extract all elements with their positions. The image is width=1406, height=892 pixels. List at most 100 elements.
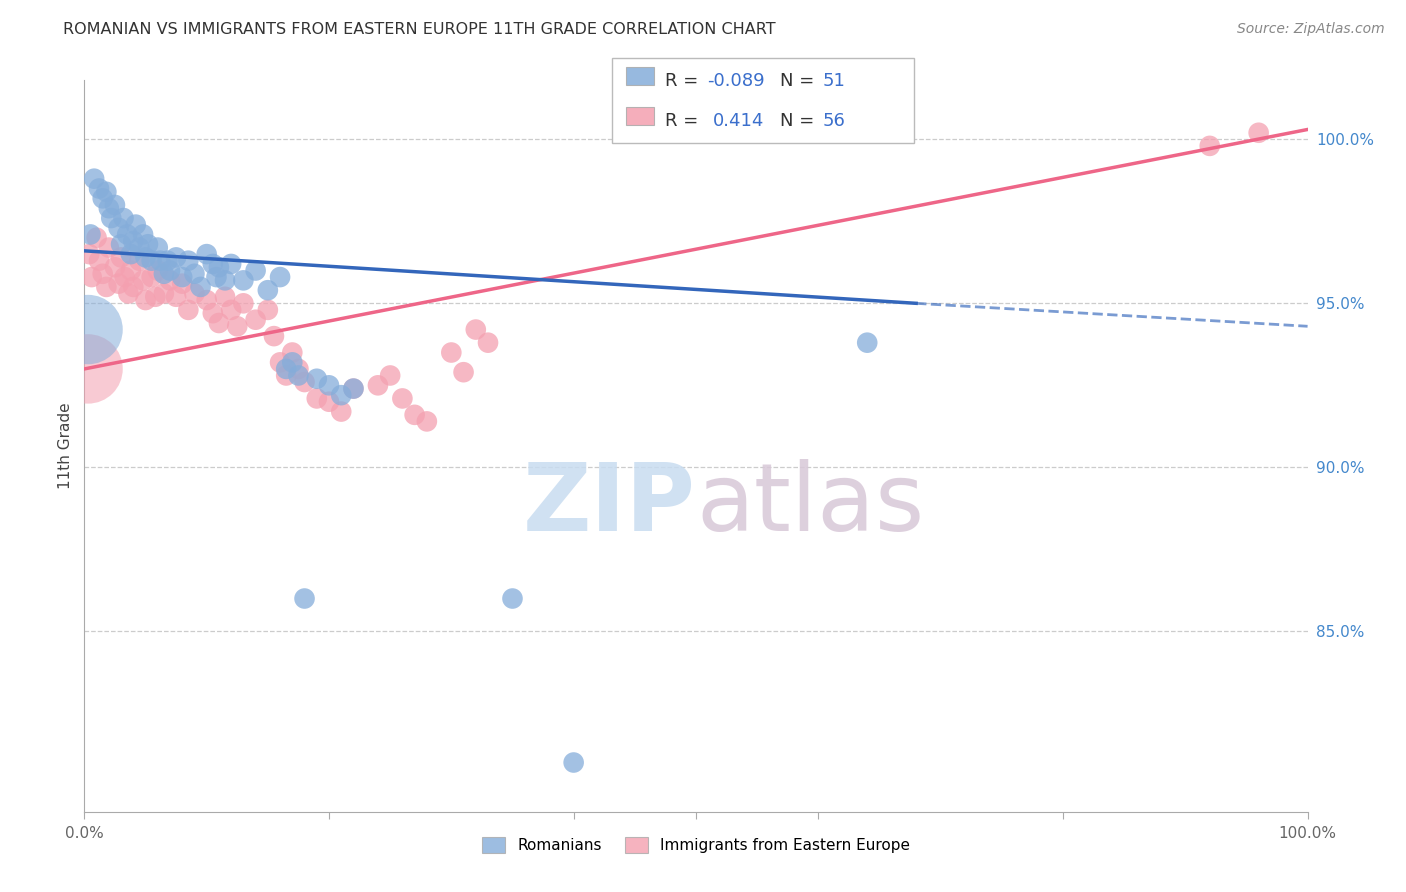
Point xyxy=(245,263,267,277)
Point xyxy=(183,286,205,301)
Point xyxy=(115,227,138,242)
Point xyxy=(149,253,172,268)
Text: atlas: atlas xyxy=(696,458,924,550)
Point xyxy=(502,591,524,606)
Point xyxy=(110,251,132,265)
Point xyxy=(107,277,129,291)
Point xyxy=(80,270,103,285)
Point xyxy=(208,316,231,330)
Point xyxy=(263,329,285,343)
Point xyxy=(281,355,304,369)
Point xyxy=(114,270,136,285)
Point xyxy=(86,231,108,245)
Point xyxy=(132,273,155,287)
Point xyxy=(165,251,187,265)
Point xyxy=(281,345,304,359)
Point xyxy=(294,375,316,389)
Point xyxy=(342,382,364,396)
Point xyxy=(120,247,142,261)
Text: N =: N = xyxy=(780,72,820,90)
Point xyxy=(77,322,100,336)
Point xyxy=(146,263,169,277)
Point xyxy=(135,293,157,307)
Point xyxy=(143,290,166,304)
Point xyxy=(232,296,254,310)
Point xyxy=(342,382,364,396)
Point xyxy=(110,237,132,252)
Point xyxy=(177,253,200,268)
Point xyxy=(172,277,194,291)
Text: 56: 56 xyxy=(823,112,845,129)
Point xyxy=(232,273,254,287)
Point xyxy=(77,362,100,376)
Point xyxy=(367,378,389,392)
Point xyxy=(107,220,129,235)
Point xyxy=(201,306,224,320)
Point xyxy=(477,335,499,350)
Point xyxy=(380,368,402,383)
Point xyxy=(205,270,228,285)
Point xyxy=(153,286,176,301)
Point xyxy=(269,270,291,285)
Point xyxy=(257,283,280,297)
Text: 0.414: 0.414 xyxy=(713,112,765,129)
Point xyxy=(135,251,157,265)
Point xyxy=(856,335,879,350)
Point xyxy=(330,388,353,402)
Point xyxy=(79,227,101,242)
Point xyxy=(128,241,150,255)
Point xyxy=(330,404,353,418)
Text: ROMANIAN VS IMMIGRANTS FROM EASTERN EUROPE 11TH GRADE CORRELATION CHART: ROMANIAN VS IMMIGRANTS FROM EASTERN EURO… xyxy=(63,22,776,37)
Point xyxy=(214,273,236,287)
Point xyxy=(287,368,309,383)
Point xyxy=(87,181,110,195)
Text: R =: R = xyxy=(665,72,704,90)
Point xyxy=(117,286,139,301)
Text: R =: R = xyxy=(665,112,710,129)
Point xyxy=(318,394,340,409)
Point xyxy=(141,253,163,268)
Point xyxy=(453,365,475,379)
Text: N =: N = xyxy=(780,112,820,129)
Point xyxy=(128,253,150,268)
Point xyxy=(165,290,187,304)
Legend: Romanians, Immigrants from Eastern Europe: Romanians, Immigrants from Eastern Europ… xyxy=(477,830,915,859)
Point xyxy=(464,322,486,336)
Point xyxy=(276,368,298,383)
Point xyxy=(404,408,426,422)
Point xyxy=(287,362,309,376)
Point xyxy=(195,293,218,307)
Y-axis label: 11th Grade: 11th Grade xyxy=(58,402,73,490)
Point xyxy=(318,378,340,392)
Point xyxy=(104,198,127,212)
Point xyxy=(208,260,231,275)
Point xyxy=(141,270,163,285)
Point xyxy=(1198,139,1220,153)
Point xyxy=(245,312,267,326)
Point xyxy=(257,302,280,317)
Point xyxy=(77,247,100,261)
Point xyxy=(97,241,120,255)
Point xyxy=(83,171,105,186)
Point xyxy=(172,270,194,285)
Point xyxy=(294,591,316,606)
Point xyxy=(305,392,328,406)
Point xyxy=(91,191,114,205)
Point xyxy=(125,218,148,232)
Point xyxy=(159,273,181,287)
Point xyxy=(146,241,169,255)
Point xyxy=(120,263,142,277)
Point xyxy=(112,211,135,225)
Point xyxy=(226,319,249,334)
Point xyxy=(219,302,242,317)
Point xyxy=(1247,126,1270,140)
Point xyxy=(156,253,179,268)
Point xyxy=(440,345,463,359)
Point xyxy=(219,257,242,271)
Point xyxy=(391,392,413,406)
Point xyxy=(305,372,328,386)
Point xyxy=(153,267,176,281)
Point xyxy=(195,247,218,261)
Point xyxy=(96,280,118,294)
Point xyxy=(214,290,236,304)
